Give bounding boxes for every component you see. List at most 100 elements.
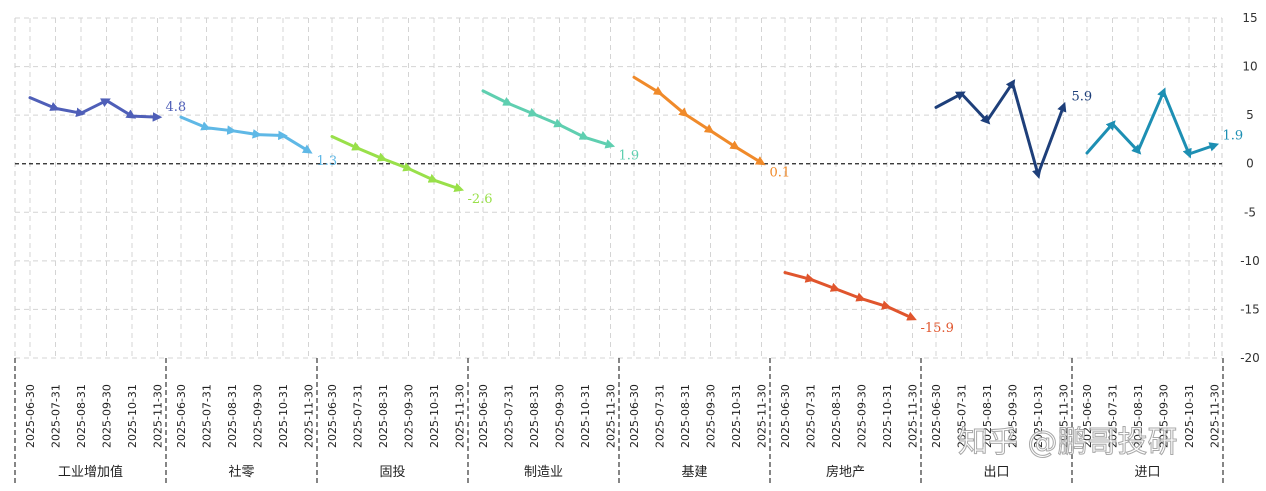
- series-segment: [381, 157, 413, 172]
- x-tick-label: 2025-09-30: [705, 384, 718, 448]
- series-segment: [658, 91, 689, 118]
- y-tick-label: 5: [1246, 108, 1254, 122]
- end-value-label: -15.9: [921, 321, 954, 336]
- x-tick-label: 2025-10-31: [730, 384, 743, 448]
- x-tick-label: 2025-09-30: [252, 384, 265, 448]
- x-tick-label: 2025-07-31: [805, 384, 818, 448]
- x-tick-label: 2025-06-30: [628, 384, 641, 448]
- end-value-label: 0.1: [770, 166, 791, 181]
- series-segment: [356, 146, 388, 162]
- x-tick-label: 2025-09-30: [403, 384, 416, 448]
- x-tick-label: 2025-11-30: [756, 384, 769, 448]
- series-segment: [532, 112, 564, 128]
- series-segment: [632, 75, 664, 96]
- grid: [14, 17, 1223, 359]
- series-segment: [683, 112, 715, 134]
- series-segment: [809, 277, 841, 292]
- y-axis: 15 10 5 0 -5 -10 -15 -20: [1240, 11, 1260, 365]
- series-5: -15.9: [783, 271, 954, 336]
- y-tick-label: 15: [1242, 11, 1257, 25]
- x-tick-label: 2025-11-30: [907, 384, 920, 448]
- series-2: -2.6: [330, 135, 493, 207]
- x-tick-label: 2025-07-31: [352, 384, 365, 448]
- series-segment: [783, 271, 816, 283]
- x-tick-label: 2025-08-31: [830, 384, 843, 448]
- x-axis: 2025-06-30 2025-07-31 2025-08-31 2025-09-30…: [24, 384, 1222, 480]
- y-tick-label: 0: [1246, 157, 1254, 171]
- x-tick-label: 2025-06-30: [326, 384, 339, 448]
- end-value-label: 5.9: [1072, 89, 1093, 104]
- x-tick-label: 2025-07-31: [201, 384, 214, 448]
- series-segment: [734, 145, 766, 166]
- series-6: 5.9: [934, 79, 1093, 180]
- x-tick-label: 2025-06-30: [24, 384, 37, 448]
- x-tick-label: 2025-11-30: [1209, 384, 1222, 448]
- group-separators: [14, 358, 1224, 484]
- group-label: 房地产: [826, 464, 865, 480]
- x-tick-label: 2025-09-30: [1158, 384, 1171, 448]
- series-segment: [330, 135, 362, 151]
- x-tick-label: 2025-08-31: [75, 384, 88, 448]
- series-segment: [507, 101, 539, 117]
- series-segment: [28, 96, 60, 111]
- x-tick-label: 2025-09-30: [101, 384, 114, 448]
- series-segment: [885, 305, 917, 321]
- x-tick-label: 2025-07-31: [503, 384, 516, 448]
- x-tick-label: 2025-08-31: [226, 384, 239, 448]
- y-tick-label: -20: [1240, 351, 1260, 365]
- series-segment: [834, 287, 866, 302]
- x-tick-label: 2025-09-30: [856, 384, 869, 448]
- x-tick-label: 2025-11-30: [152, 384, 165, 448]
- series-segment: [105, 99, 137, 119]
- series-segment: [558, 123, 590, 140]
- x-tick-label: 2025-10-31: [881, 384, 894, 448]
- group-label: 出口: [983, 465, 1009, 480]
- x-tick-label: 2025-09-30: [554, 384, 567, 448]
- series-segment: [985, 79, 1016, 123]
- series-segment: [432, 178, 465, 192]
- series-segment: [230, 129, 263, 139]
- series-segment: [205, 125, 237, 135]
- x-tick-label: 2025-11-30: [303, 384, 316, 448]
- series-segment: [130, 112, 163, 122]
- x-tick-label: 2025-08-31: [528, 384, 541, 448]
- x-tick-label: 2025-10-31: [428, 384, 441, 448]
- series-segment: [1136, 87, 1167, 153]
- x-tick-label: 2025-09-30: [1007, 384, 1020, 448]
- series-segment: [860, 297, 892, 310]
- group-label: 基建: [681, 465, 707, 480]
- series-segment: [934, 91, 966, 109]
- series-segment: [1111, 122, 1142, 155]
- series-1: 1.3: [179, 115, 338, 169]
- series-segment: [407, 167, 439, 183]
- series-segment: [583, 135, 616, 149]
- series-segment: [1011, 81, 1042, 180]
- group-label: 制造业: [524, 465, 563, 480]
- series-0: 4.8: [28, 96, 187, 122]
- series-segment: [481, 89, 513, 106]
- series-7: 1.9: [1085, 87, 1244, 159]
- y-tick-label: -10: [1240, 254, 1260, 268]
- series-segment: [1187, 142, 1220, 156]
- x-tick-label: 2025-06-30: [1081, 384, 1094, 448]
- x-tick-label: 2025-10-31: [126, 384, 139, 448]
- series-4: 0.1: [632, 75, 791, 181]
- x-tick-label: 2025-11-30: [454, 384, 467, 448]
- group-label: 工业增加值: [58, 464, 123, 480]
- end-value-label: 1.3: [317, 154, 338, 169]
- x-tick-label: 2025-06-30: [930, 384, 943, 448]
- x-tick-label: 2025-10-31: [579, 384, 592, 448]
- series-segment: [179, 115, 211, 131]
- y-tick-label: -5: [1244, 205, 1256, 219]
- x-tick-label: 2025-10-31: [277, 384, 290, 448]
- x-tick-label: 2025-07-31: [956, 384, 969, 448]
- series-segment: [1036, 101, 1067, 176]
- end-value-label: 4.8: [166, 100, 187, 115]
- end-value-label: 1.9: [1223, 128, 1244, 143]
- series: 4.8 1.3 -2.6 1.9 0.1 -15.9 5.9 1.9: [28, 75, 1244, 336]
- y-tick-label: -15: [1240, 302, 1260, 316]
- group-label: 社零: [228, 464, 254, 480]
- series-segment: [54, 106, 86, 118]
